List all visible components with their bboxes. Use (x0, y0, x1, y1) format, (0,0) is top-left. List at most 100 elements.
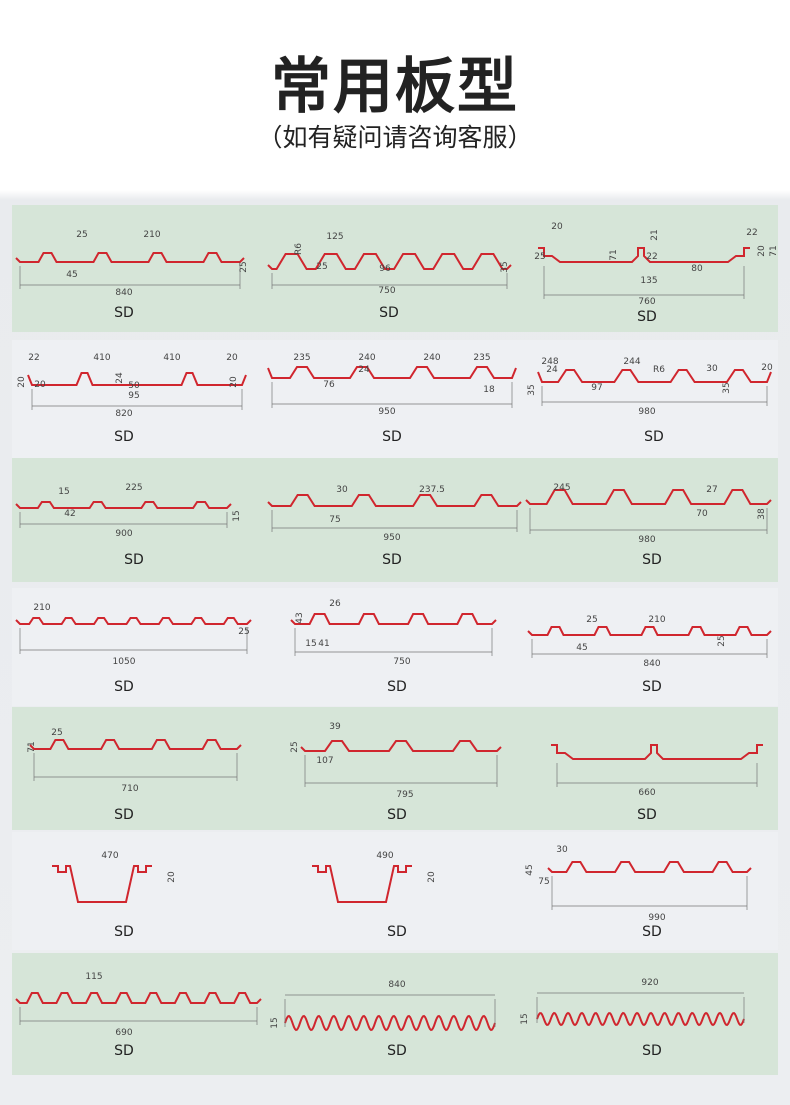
profile-model-label: SD (114, 429, 134, 445)
dimension-label: 115 (85, 972, 103, 982)
dimension-label: 225 (125, 483, 143, 493)
profile-row: 15 225 42 900 15 SD 30 237.5 75 950 SD 245 27 70 980 38… (12, 458, 778, 582)
dimension-label: 900 (115, 529, 133, 539)
dimension-label: 24 (115, 372, 125, 384)
dimension-line (304, 755, 498, 787)
dimension-label: 20 (761, 363, 773, 373)
profile-line (547, 861, 752, 873)
dimension-label: 26 (329, 599, 341, 609)
dimension-label: 80 (691, 264, 703, 274)
dimension-label: 920 (641, 978, 659, 988)
profile-model-label: SD (114, 305, 134, 321)
profile-diagram (547, 861, 752, 910)
dimension-label: 210 (648, 615, 666, 625)
dimension-line (541, 386, 768, 406)
dimension-label: 25 (717, 635, 727, 647)
dimension-label: 470 (101, 851, 119, 861)
dimension-label: 410 (93, 353, 111, 363)
dimension-line (271, 510, 518, 532)
dimension-label: 15 (520, 1013, 530, 1025)
profile-diagram (312, 865, 412, 903)
dimension-label: 20 (427, 871, 437, 883)
profile-model-label: SD (387, 1043, 407, 1059)
dimension-label: 22 (746, 228, 758, 238)
dimension-label: 50 (128, 381, 140, 391)
dimension-label: 25 (239, 261, 249, 273)
dimension-label: 70 (696, 509, 708, 519)
dimension-label: 24 (546, 365, 558, 375)
profile-line (267, 253, 512, 270)
dimension-label: 710 (121, 784, 139, 794)
dimension-line (19, 266, 241, 289)
dimension-label: 35 (722, 382, 732, 394)
profile-diagram (536, 992, 745, 1027)
dimension-label: 248 (541, 357, 559, 367)
dimension-label: 235 (473, 353, 491, 363)
profile-item: 235 240 240 235 24 76 950 18 SD (267, 340, 522, 458)
profile-model-label: SD (637, 309, 657, 325)
profile-model-label: SD (114, 1043, 134, 1059)
dimension-label: 24 (358, 365, 370, 375)
dimension-label: 950 (378, 407, 396, 417)
dimension-label: 71 (769, 245, 779, 257)
profile-model-label: SD (387, 807, 407, 823)
dimension-label: 795 (396, 790, 414, 800)
dimension-line (294, 628, 493, 656)
profile-line (312, 865, 412, 903)
dimension-label: 840 (643, 659, 661, 669)
profile-model-label: SD (644, 429, 664, 445)
dimension-label: 25 (534, 252, 546, 262)
profile-row: 25 71 710 SD 39 25 107 795 SD 660 SD (12, 707, 778, 830)
dimension-label: 25 (316, 262, 328, 272)
profile-diagram (300, 740, 502, 787)
dimension-label: 35 (500, 261, 510, 273)
page-subtitle: （如有疑问请咨询客服） (257, 123, 533, 152)
dimension-label: 107 (316, 756, 334, 766)
profile-line (15, 501, 232, 509)
dimension-label: 15 (58, 487, 70, 497)
dimension-label: 15 (270, 1017, 280, 1029)
profile-diagram (525, 489, 772, 534)
profile-line (300, 740, 502, 752)
profile-line (267, 366, 517, 379)
dimension-label: 237.5 (419, 485, 445, 495)
dimension-label: 76 (323, 380, 335, 390)
dimension-label: 45 (66, 270, 78, 280)
dimension-line (33, 753, 238, 781)
dimension-label: 20 (551, 222, 563, 232)
dimension-label: 950 (383, 533, 401, 543)
profile-model-label: SD (642, 924, 662, 940)
dimension-label: 980 (638, 407, 656, 417)
profile-item: 26 43 15 41 750 SD (267, 588, 522, 706)
dimension-label: 1050 (112, 657, 136, 667)
dimension-label: 22 (28, 353, 40, 363)
profile-line (527, 626, 772, 636)
profile-row: 115 690 SD 840 15 SD 920 15 SD (12, 953, 778, 1075)
dimension-label: 750 (393, 657, 411, 667)
profile-diagram (52, 865, 152, 903)
page-title: 常用板型 (271, 52, 519, 122)
dimension-label: 45 (525, 864, 535, 876)
profile-diagram (551, 744, 763, 787)
profile-diagram (15, 992, 262, 1025)
profile-item: 920 15 SD (520, 953, 777, 1075)
profile-line (267, 494, 522, 507)
dimension-label: 43 (295, 612, 305, 624)
dimension-label: 18 (483, 385, 495, 395)
profile-row: 470 20 SD 490 20 SD 30 45 75 990 SD (12, 832, 778, 950)
profile-diagram (267, 366, 517, 408)
profile-item: 20 25 71 21 22 135 80 22 20 71 760 SD (522, 205, 779, 332)
dimension-label: 30 (556, 845, 568, 855)
dimension-label: 410 (163, 353, 181, 363)
profile-line (536, 1011, 745, 1027)
dimension-line (551, 876, 748, 910)
profile-line (52, 865, 152, 903)
dimension-label: 42 (64, 509, 76, 519)
profile-model-label: SD (114, 924, 134, 940)
profile-diagram (27, 372, 247, 410)
dimension-label: 240 (423, 353, 441, 363)
profile-row: 22 410 410 20 20 20 24 50 95 820 20 SD 235 240 240 235 2… (12, 340, 778, 458)
dimension-line (536, 992, 745, 1023)
dimension-label: 21 (650, 229, 660, 241)
profile-item: R6 125 25 96 750 35 SD (267, 205, 522, 332)
